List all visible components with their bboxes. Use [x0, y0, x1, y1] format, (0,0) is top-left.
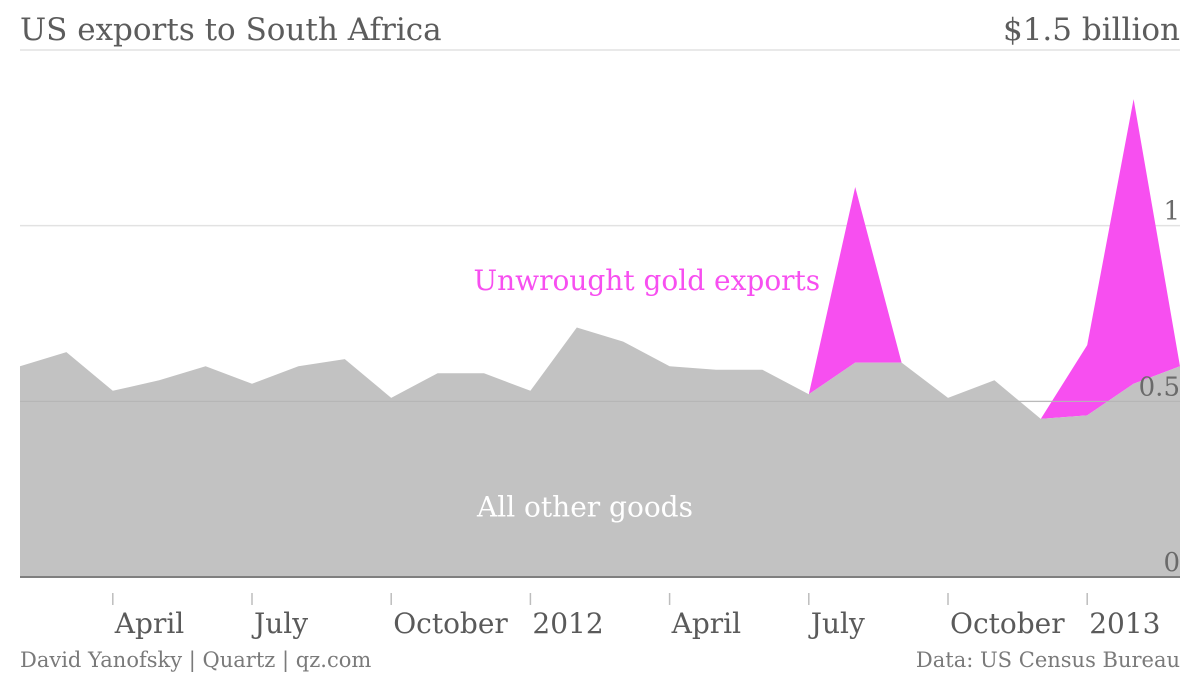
- source-text: Data: US Census Bureau: [915, 648, 1180, 672]
- x-tick-label: October: [393, 607, 508, 640]
- y-tick-label: 0: [1163, 548, 1180, 578]
- gold-annotation: Unwrought gold exports: [473, 264, 820, 297]
- other-annotation: All other goods: [476, 491, 693, 524]
- x-tick-label: April: [671, 607, 741, 640]
- x-tick-label: October: [950, 607, 1065, 640]
- x-tick-label: July: [808, 607, 865, 640]
- series-area-gold: [20, 99, 1180, 419]
- x-tick-label: April: [114, 607, 184, 640]
- chart-title: US exports to South Africa: [20, 12, 442, 48]
- unit-label: $1.5 billion: [1002, 12, 1180, 48]
- x-tick-label: 2013: [1089, 607, 1160, 640]
- y-tick-label: 0.5: [1139, 372, 1180, 402]
- credit-text: David Yanofsky | Quartz | qz.com: [20, 648, 372, 672]
- x-tick-label: 2012: [532, 607, 603, 640]
- series-area-other: [20, 327, 1180, 577]
- y-tick-label: 1: [1163, 197, 1180, 227]
- x-tick-label: July: [251, 607, 308, 640]
